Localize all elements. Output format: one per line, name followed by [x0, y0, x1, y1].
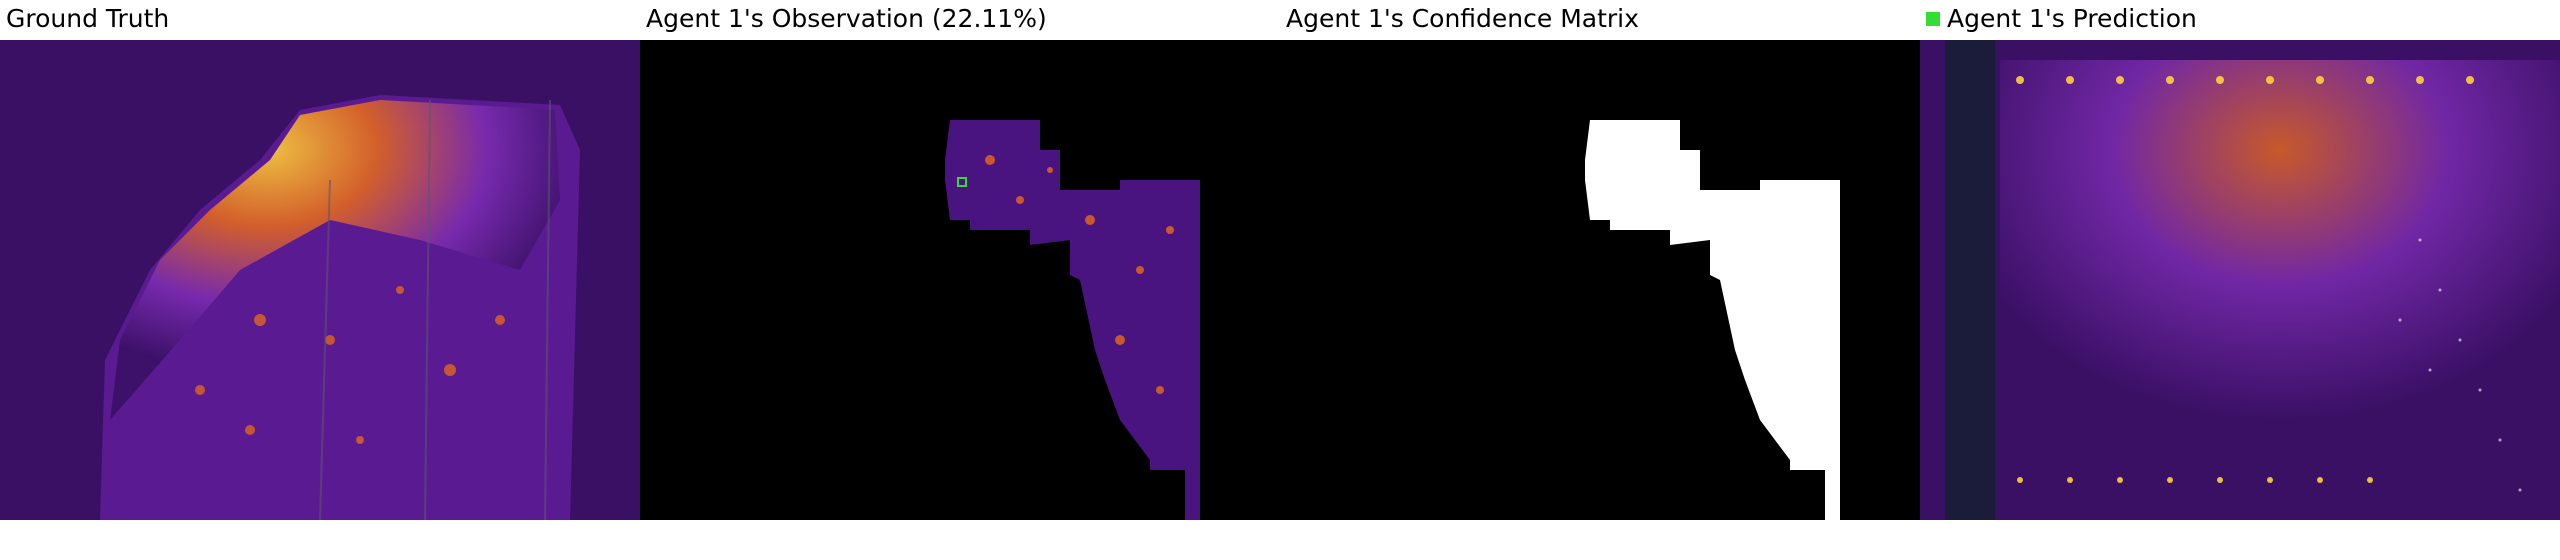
panel-title: Agent 1's Observation (22.11%): [646, 1, 1047, 37]
panel-prediction: Agent 1's Prediction: [1920, 0, 2560, 560]
panel-title-text: Agent 1's Prediction: [1947, 4, 2197, 33]
ground-truth-heatmap: [0, 40, 640, 520]
panel-ground-truth: Ground Truth: [0, 0, 640, 560]
prediction-heatmap: [1920, 40, 2560, 520]
confidence-matrix-mask: [1280, 40, 1920, 520]
panel-title-text: Ground Truth: [6, 4, 170, 33]
observation-image: [640, 40, 1280, 520]
panel-title-text: Agent 1's Confidence Matrix: [1286, 4, 1639, 33]
panel-confidence-matrix: Agent 1's Confidence Matrix: [1280, 0, 1920, 560]
panel-title: Ground Truth: [6, 1, 169, 37]
panel-title: Agent 1's Confidence Matrix: [1286, 1, 1639, 37]
legend-swatch: [1926, 12, 1940, 26]
agent-marker: [957, 177, 967, 187]
panel-title-text: Agent 1's Observation (22.11%): [646, 4, 1047, 33]
panel-title: Agent 1's Prediction: [1926, 1, 2197, 37]
panel-observation: Agent 1's Observation (22.11%): [640, 0, 1280, 560]
